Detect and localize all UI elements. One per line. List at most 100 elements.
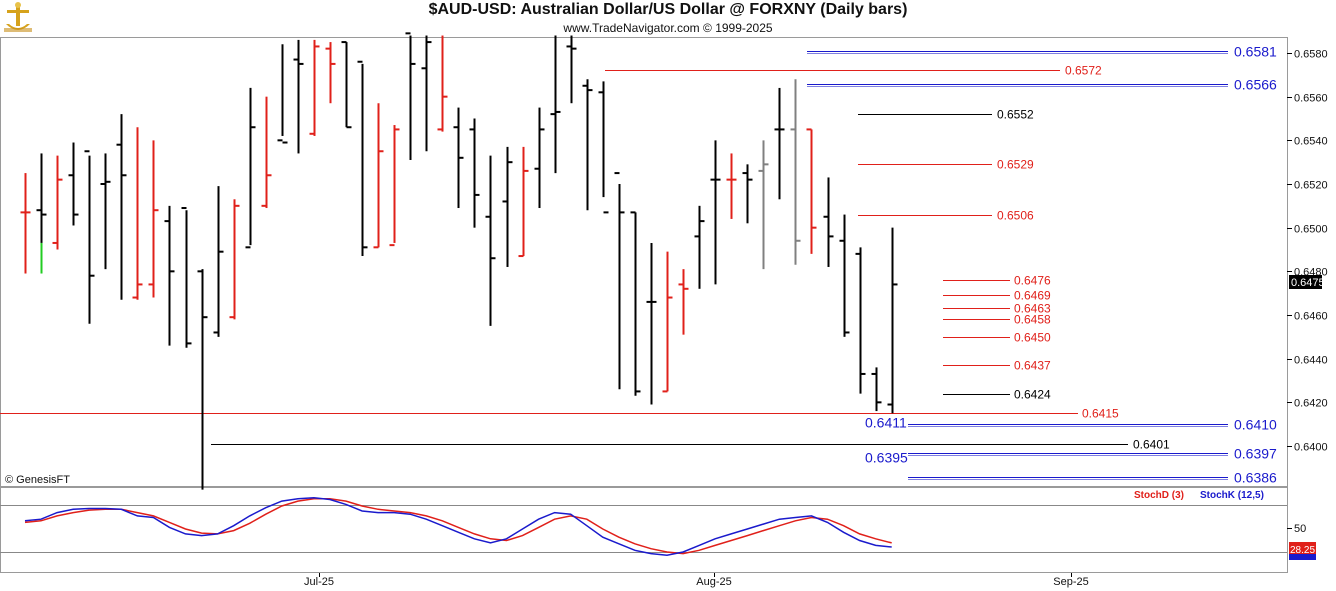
level-label: 0.6529 <box>997 158 1034 172</box>
level-label: 0.6424 <box>1014 388 1051 402</box>
ohlc-bar <box>84 150 95 324</box>
ohlc-bar <box>181 207 192 348</box>
level-label: 0.6458 <box>1014 313 1051 327</box>
ohlc-bar <box>341 41 352 129</box>
chart-subtitle: www.TradeNavigator.com © 1999-2025 <box>563 21 773 35</box>
ohlc-bar <box>261 96 272 209</box>
level-label: 0.6386 <box>1234 470 1277 486</box>
stoch-last-value: 28.25 <box>1290 545 1315 556</box>
level-label: 0.6506 <box>997 209 1034 223</box>
ohlc-bar <box>839 214 850 337</box>
x-tick-label: Sep-25 <box>1053 576 1088 588</box>
ohlc-bar <box>662 251 673 393</box>
ohlc-bar <box>646 242 657 405</box>
x-tick-label: Aug-25 <box>696 576 731 588</box>
level-label: 0.6476 <box>1014 274 1051 288</box>
ohlc-bar <box>694 205 705 289</box>
ohlc-bar <box>20 173 31 274</box>
ohlc-bar <box>52 155 63 250</box>
ohlc-bar <box>437 35 448 132</box>
stoch-d-legend: StochD (3) <box>1134 490 1184 501</box>
level-label: 0.6581 <box>1234 44 1277 60</box>
ohlc-bar <box>309 39 320 136</box>
level-label-left: 0.6395 <box>865 450 908 466</box>
x-tick-label: Jul-25 <box>304 576 334 588</box>
level-label: 0.6463 <box>1014 302 1051 316</box>
last-price-label: 0.6475 <box>1291 277 1325 289</box>
level-label: 0.6401 <box>1133 438 1170 452</box>
ohlc-bar <box>213 186 224 337</box>
ohlc-bar <box>566 35 577 104</box>
ohlc-bar <box>598 81 609 214</box>
y-tick-label: 0.6560 <box>1294 93 1328 105</box>
ohlc-bar <box>534 107 545 209</box>
ohlc-bar <box>469 118 480 228</box>
level-label: 0.6415 <box>1082 407 1119 421</box>
stoch-y-tick-label: 50 <box>1294 523 1306 535</box>
ohlc-bar <box>373 103 384 249</box>
ohlc-bar <box>678 269 689 335</box>
ohlc-bar <box>518 146 529 258</box>
ohlc-bar <box>277 44 288 144</box>
ohlc-bar <box>148 140 159 298</box>
ohlc-bar <box>245 87 256 249</box>
stoch-panel-border <box>0 487 1288 573</box>
level-label: 0.6437 <box>1014 359 1051 373</box>
navigator-logo-icon <box>4 2 32 32</box>
level-label: 0.6552 <box>997 108 1034 122</box>
ohlc-bar <box>774 87 785 200</box>
y-tick-label: 0.6500 <box>1294 224 1328 236</box>
ohlc-bar <box>453 107 464 209</box>
ohlc-bar <box>726 153 737 219</box>
stoch-k-line <box>24 497 892 556</box>
ohlc-bar <box>630 211 641 396</box>
ohlc-bar <box>790 79 801 265</box>
y-tick-label: 0.6420 <box>1294 398 1328 410</box>
ohlc-bar <box>197 269 208 490</box>
price-panel-border <box>0 37 1288 487</box>
ohlc-bar <box>502 146 513 267</box>
level-label: 0.6469 <box>1014 289 1051 303</box>
ohlc-bar <box>550 35 561 174</box>
level-label: 0.6572 <box>1065 64 1102 78</box>
ohlc-bar <box>100 153 111 270</box>
genesis-watermark: © GenesisFT <box>5 474 70 486</box>
y-tick-label: 0.6540 <box>1294 136 1328 148</box>
y-tick-label: 0.6580 <box>1294 49 1328 61</box>
ohlc-bar <box>116 114 127 300</box>
ohlc-bar <box>806 128 817 254</box>
level-label: 0.6397 <box>1234 446 1277 462</box>
chart-title: $AUD-USD: Australian Dollar/US Dollar @ … <box>428 1 908 18</box>
ohlc-bar <box>614 172 625 390</box>
ohlc-bar <box>887 227 898 414</box>
ohlc-bar <box>293 39 304 154</box>
level-label: 0.6566 <box>1234 77 1277 93</box>
y-tick-label: 0.6400 <box>1294 442 1328 454</box>
ohlc-bar <box>357 60 368 257</box>
ohlc-bar <box>758 140 769 270</box>
ohlc-bar <box>164 205 175 346</box>
ohlc-bar <box>710 140 721 285</box>
y-tick-label: 0.6440 <box>1294 355 1328 367</box>
ohlc-bar <box>132 127 143 300</box>
ohlc-bar <box>742 164 753 224</box>
ohlc-bar <box>582 79 593 211</box>
stoch-k-legend: StochK (12,5) <box>1200 490 1264 501</box>
ohlc-bar <box>823 177 834 267</box>
ohlc-bar <box>871 367 882 412</box>
level-label-left: 0.6411 <box>865 415 907 431</box>
ohlc-bar <box>68 142 79 226</box>
ohlc-bar <box>389 125 400 247</box>
ohlc-bar <box>421 35 432 152</box>
ohlc-bar <box>325 42 336 104</box>
ohlc-bar <box>855 247 866 394</box>
ohlc-bar <box>405 32 416 160</box>
ohlc-bar <box>36 153 47 243</box>
stoch-value-badge-k <box>1289 554 1316 560</box>
ohlc-bar <box>485 155 496 326</box>
level-label: 0.6410 <box>1234 417 1277 433</box>
ohlc-bar <box>229 199 240 320</box>
level-label: 0.6450 <box>1014 331 1051 345</box>
y-tick-label: 0.6460 <box>1294 311 1328 323</box>
